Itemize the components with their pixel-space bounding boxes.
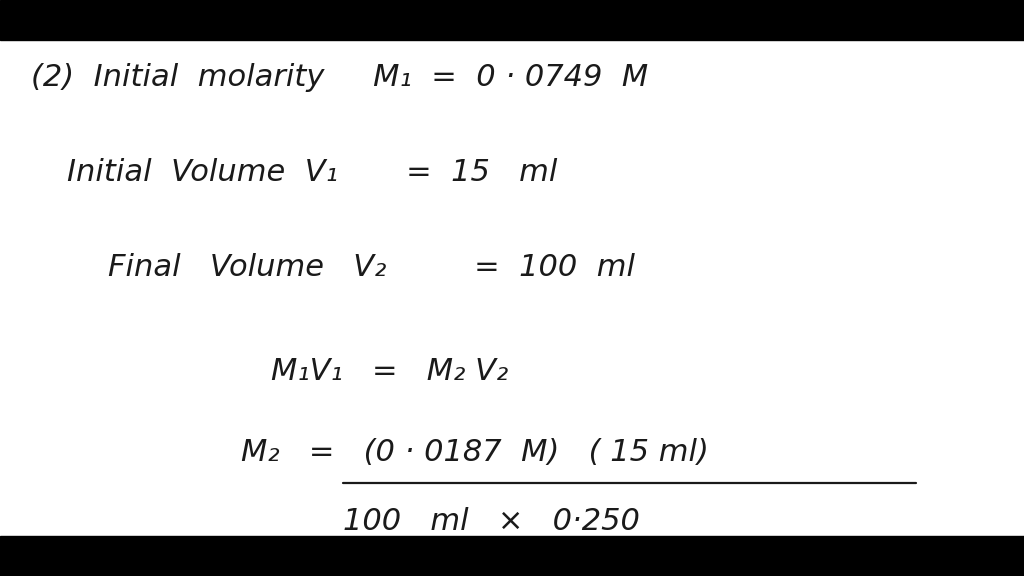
Text: Initial  Volume  V₁       =  15   ml: Initial Volume V₁ = 15 ml: [67, 158, 557, 187]
Bar: [0, 0, 1024, 40]
Text: (2)  Initial  molarity     M₁  =  0 · 0749  M: (2) Initial molarity M₁ = 0 · 0749 M: [31, 63, 648, 92]
Text: M₂   =   (0 · 0187  M)   ( 15 ml): M₂ = (0 · 0187 M) ( 15 ml): [241, 438, 709, 467]
Text: M₁V₁   =   M₂ V₂: M₁V₁ = M₂ V₂: [271, 357, 509, 386]
Text: Final   Volume   V₂         =  100  ml: Final Volume V₂ = 100 ml: [108, 253, 635, 282]
Bar: [0, 536, 1024, 576]
Text: 100   ml   ×   0·250: 100 ml × 0·250: [343, 507, 640, 536]
